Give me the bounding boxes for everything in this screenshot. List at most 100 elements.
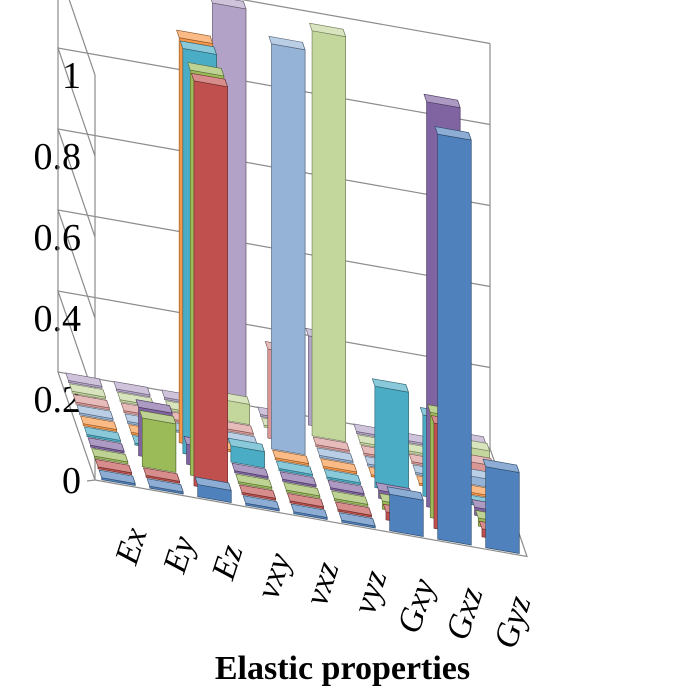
bar-face xyxy=(227,437,265,453)
bar xyxy=(287,492,324,510)
bar xyxy=(91,448,129,465)
bar xyxy=(290,503,328,520)
bar xyxy=(242,495,280,512)
x-axis-title: Elastic properties xyxy=(214,650,471,687)
bar-face xyxy=(287,492,324,508)
bar xyxy=(83,426,121,443)
bar xyxy=(191,72,228,493)
bar xyxy=(275,460,313,477)
bar-face xyxy=(437,133,472,546)
bar xyxy=(320,458,358,475)
bar-face xyxy=(83,426,121,441)
y-tick-label: 0 xyxy=(62,460,81,502)
bar xyxy=(482,458,520,554)
bar-face xyxy=(275,460,313,475)
bar-face xyxy=(311,30,346,443)
bar-face xyxy=(191,72,228,88)
bar-face xyxy=(327,479,365,494)
bar-face xyxy=(146,478,184,493)
bar xyxy=(323,469,361,486)
bar-face xyxy=(239,484,276,499)
x-tick-label: Gxz xyxy=(439,583,491,645)
bar xyxy=(113,381,151,398)
y-tick-label: 0.4 xyxy=(34,298,82,340)
x-tick-label: Ez xyxy=(205,540,251,585)
bar-face xyxy=(231,462,269,477)
bar-face xyxy=(338,512,376,527)
bar xyxy=(194,476,232,503)
bar xyxy=(65,372,103,389)
bar xyxy=(335,501,372,518)
bar-face xyxy=(193,80,228,493)
bar-face xyxy=(187,62,225,77)
bar-face xyxy=(371,378,409,393)
bar-face xyxy=(331,490,369,505)
bar xyxy=(235,473,273,490)
bar-face xyxy=(312,436,350,451)
bar-face xyxy=(80,415,118,430)
x-tick-label: Ex xyxy=(108,523,155,569)
bar-face xyxy=(335,501,372,516)
bar xyxy=(312,436,350,453)
bar-face xyxy=(65,372,103,387)
bar-face xyxy=(179,40,217,55)
bar xyxy=(239,484,276,501)
bar xyxy=(98,469,136,486)
bar xyxy=(316,447,354,464)
bar-face xyxy=(271,43,306,456)
x-tick-label: vxz xyxy=(298,557,347,610)
bar-face xyxy=(98,469,136,484)
y-tick-label: 0.6 xyxy=(34,217,82,259)
bar-face xyxy=(309,22,346,38)
bar xyxy=(338,512,376,529)
bar-face xyxy=(272,449,310,464)
bar-face xyxy=(72,394,110,409)
bar-face xyxy=(141,417,177,473)
bar-face xyxy=(268,35,306,51)
bar-face xyxy=(316,447,354,462)
bar-face xyxy=(95,458,132,474)
bar-face xyxy=(279,471,317,486)
x-tick-label: Gyz xyxy=(487,591,539,653)
tick-mark xyxy=(86,479,96,482)
bar-face xyxy=(87,437,125,452)
bar-face xyxy=(242,495,280,510)
bar-face xyxy=(374,385,409,494)
bar-face xyxy=(194,476,232,491)
bar-face xyxy=(176,29,214,44)
bar-face xyxy=(386,486,424,501)
x-tick-label: Ey xyxy=(156,531,203,578)
bar xyxy=(146,478,184,495)
bar-face xyxy=(389,493,424,537)
bar xyxy=(371,378,409,494)
bar xyxy=(309,22,346,443)
bar-face xyxy=(290,503,328,518)
bar-face xyxy=(235,473,273,488)
bar xyxy=(268,35,306,456)
bar xyxy=(227,437,265,469)
bar-face xyxy=(320,458,358,473)
gridline xyxy=(68,0,491,76)
bar-face xyxy=(434,126,472,141)
bar-face xyxy=(211,0,247,10)
bar xyxy=(272,449,310,466)
bar xyxy=(95,458,132,476)
bar xyxy=(69,383,106,400)
bar xyxy=(143,467,180,484)
bar xyxy=(386,486,424,537)
bar xyxy=(87,437,125,454)
bar-face xyxy=(485,466,520,554)
bar-face xyxy=(482,458,520,473)
bar xyxy=(80,415,118,432)
bar xyxy=(331,490,369,507)
bar-face xyxy=(76,404,114,420)
x-tick-label: vxy xyxy=(249,548,298,603)
y-tick-label: 0.8 xyxy=(34,136,82,178)
bar xyxy=(279,471,317,488)
bar-face xyxy=(283,482,321,497)
bar-face xyxy=(423,93,461,109)
bar-face xyxy=(143,467,180,482)
bar-face xyxy=(135,399,173,414)
bar xyxy=(72,394,110,411)
